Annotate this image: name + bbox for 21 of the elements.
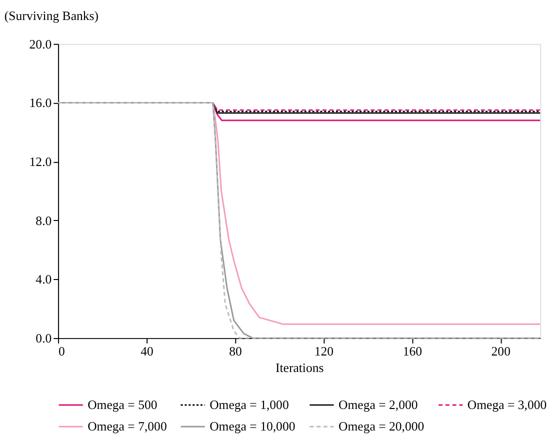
y-tick-label: 0.0 xyxy=(36,331,52,346)
y-tick-label: 16.0 xyxy=(29,96,52,110)
x-tick-label: 40 xyxy=(140,344,154,358)
legend-label: Omega = 1,000 xyxy=(210,398,289,412)
y-tick-label: 12.0 xyxy=(29,154,52,169)
legend-label: Omega = 20,000 xyxy=(338,420,424,434)
y-tick-label: 20.0 xyxy=(29,37,52,52)
legend-label: Omega = 10,000 xyxy=(210,420,296,434)
legend-label: Omega = 7,000 xyxy=(88,420,167,434)
y-tick-label: 8.0 xyxy=(36,214,52,228)
x-tick-label: 120 xyxy=(314,344,334,358)
x-tick-label: 0 xyxy=(58,344,65,358)
x-axis-title: Iterations xyxy=(275,361,324,376)
y-tick-label: 4.0 xyxy=(36,272,52,287)
legend-label: Omega = 500 xyxy=(88,398,158,412)
legend-label: Omega = 3,000 xyxy=(467,398,547,412)
y-axis-title: (Surviving Banks) xyxy=(4,8,99,23)
legend-label: Omega = 2,000 xyxy=(338,398,418,412)
x-tick-label: 160 xyxy=(402,344,422,358)
x-tick-label: 200 xyxy=(491,344,510,358)
x-tick-label: 80 xyxy=(229,344,242,358)
